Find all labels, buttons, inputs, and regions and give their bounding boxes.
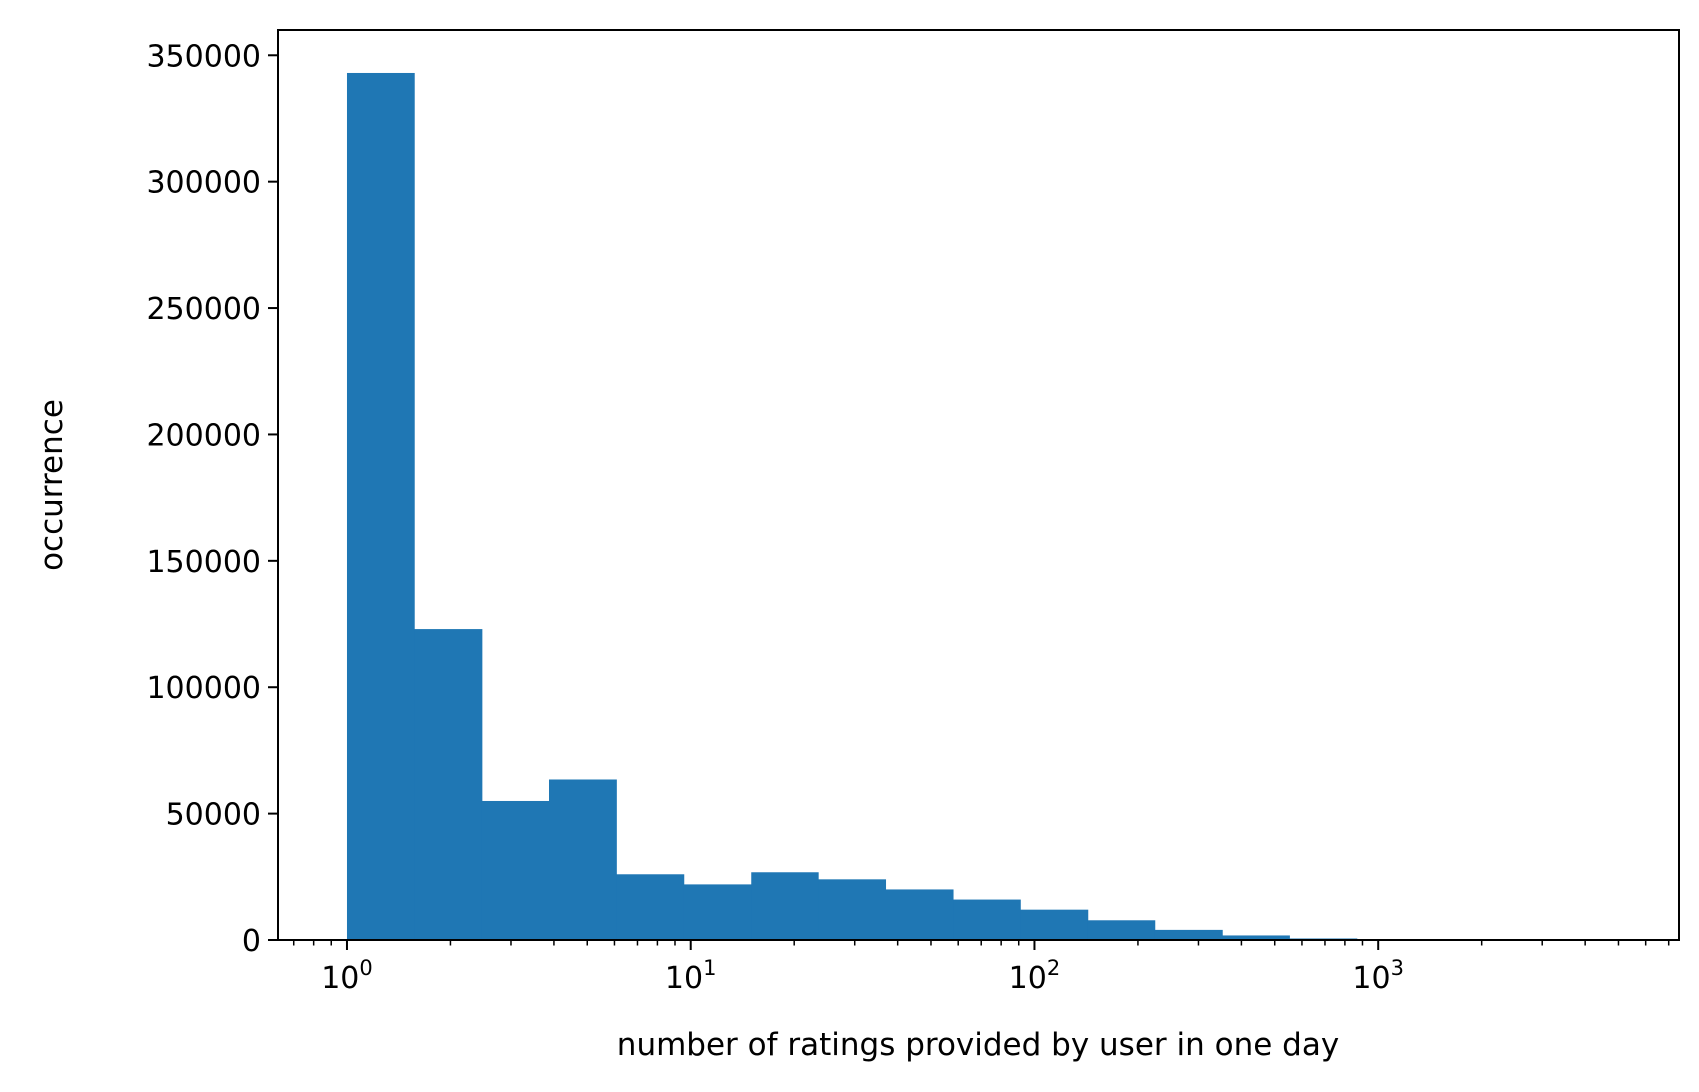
histogram-bar-11 bbox=[1020, 909, 1089, 940]
histogram-bar-5 bbox=[616, 874, 685, 940]
histogram-bar-6 bbox=[683, 884, 752, 940]
x-tick-label-3: 103 bbox=[1352, 956, 1404, 996]
x-tick-label-2: 102 bbox=[1009, 956, 1061, 996]
y-tick-label-300000: 300000 bbox=[146, 166, 261, 201]
histogram-bar-2 bbox=[414, 629, 483, 940]
y-axis-label: occurrence bbox=[34, 399, 70, 571]
x-tick-label-1: 101 bbox=[665, 956, 717, 996]
histogram-bar-12 bbox=[1087, 920, 1156, 940]
y-tick-label-350000: 350000 bbox=[146, 39, 261, 74]
x-axis-ticks: 100 101 102 103 bbox=[292, 940, 1670, 996]
histogram-bar-10 bbox=[953, 899, 1021, 940]
y-tick-label-0: 0 bbox=[242, 924, 261, 959]
y-tick-label-150000: 150000 bbox=[146, 545, 261, 580]
x-tick-label-0: 100 bbox=[321, 956, 373, 996]
histogram-bar-14 bbox=[1222, 935, 1290, 940]
x-axis-label: number of ratings provided by user in on… bbox=[617, 1027, 1339, 1063]
y-tick-label-50000: 50000 bbox=[166, 798, 261, 833]
y-tick-label-250000: 250000 bbox=[146, 292, 261, 327]
histogram-bar-1 bbox=[346, 72, 415, 941]
histogram-bar-8 bbox=[818, 879, 887, 940]
histogram-bar-13 bbox=[1154, 929, 1223, 940]
histogram-bar-3 bbox=[481, 800, 550, 940]
y-axis-ticks: 0 50000 100000 150000 200000 250000 300000 3500… bbox=[146, 39, 278, 959]
histogram-bar-9 bbox=[885, 889, 954, 940]
histogram-bars bbox=[346, 72, 1627, 941]
histogram-bar-4 bbox=[549, 779, 617, 940]
y-tick-label-200000: 200000 bbox=[146, 418, 261, 453]
histogram-bar-7 bbox=[751, 872, 819, 940]
y-tick-label-100000: 100000 bbox=[146, 671, 261, 706]
plot-frame bbox=[277, 29, 1680, 941]
